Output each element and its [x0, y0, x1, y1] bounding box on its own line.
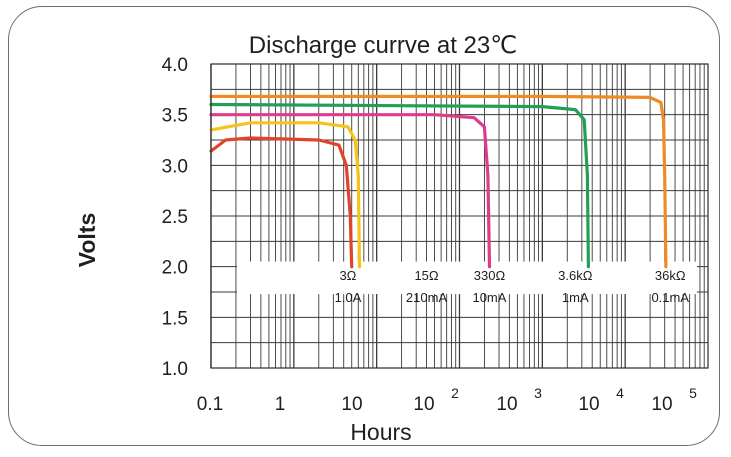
series-line — [209, 94, 668, 269]
x-tick-exponent: 3 — [534, 385, 542, 401]
x-tick-label: 10 — [578, 394, 599, 415]
series-line — [209, 113, 492, 269]
series-label-load: 15Ω — [414, 268, 438, 283]
series-line — [209, 102, 590, 269]
y-axis-label: Volts — [74, 213, 100, 268]
annotation-layer: 3Ω 1.0A 15Ω 210mA 330Ω 10mA 3.6kΩ 1mA 36kΩ 0.1mA — [335, 268, 690, 305]
x-tick-label: 0.1 — [197, 394, 223, 415]
series-label-current: 1.0A — [335, 290, 362, 305]
series-label-current: 0.1mA — [651, 290, 689, 305]
x-tick-exponent: 4 — [616, 385, 624, 401]
series-label-current: 10mA — [472, 290, 506, 305]
series-label-load: 3.6kΩ — [558, 268, 593, 283]
series-label-current: 210mA — [406, 290, 448, 305]
x-tick-exponent: 5 — [689, 385, 697, 401]
series-layer — [209, 94, 668, 269]
x-tick-label: 10 — [413, 394, 434, 415]
y-tick-label: 2.0 — [162, 258, 188, 279]
x-tick-label: 1 — [275, 394, 286, 415]
series-label-load: 3Ω — [339, 268, 356, 283]
series-label-load: 36kΩ — [655, 268, 686, 283]
y-tick-label: 1.0 — [162, 359, 188, 380]
x-tick-exponent: 2 — [451, 385, 459, 401]
series-label-current: 1mA — [562, 290, 589, 305]
x-tick-label: 10 — [651, 394, 672, 415]
series-line — [209, 121, 362, 269]
y-tick-label: 1.5 — [162, 308, 188, 329]
x-tick-label: 10 — [341, 394, 362, 415]
y-tick-labels: 4.0 3.5 3.0 2.5 2.0 1.5 1.0 — [162, 55, 188, 380]
y-tick-label: 3.0 — [162, 156, 188, 177]
chart-title: Discharge currve at 23℃ — [249, 32, 517, 59]
x-axis-label: Hours — [350, 419, 411, 445]
y-tick-label: 2.5 — [162, 207, 188, 228]
series-label-load: 330Ω — [474, 268, 506, 283]
plot-border — [210, 63, 709, 369]
x-tick-label: 10 — [496, 394, 517, 415]
x-tick-labels: 0.1 1 10 10 2 10 3 10 4 10 5 — [197, 385, 697, 415]
series-line — [209, 136, 354, 269]
y-tick-label: 4.0 — [162, 55, 188, 76]
y-tick-label: 3.5 — [162, 106, 188, 127]
legend-label-box — [237, 261, 697, 295]
